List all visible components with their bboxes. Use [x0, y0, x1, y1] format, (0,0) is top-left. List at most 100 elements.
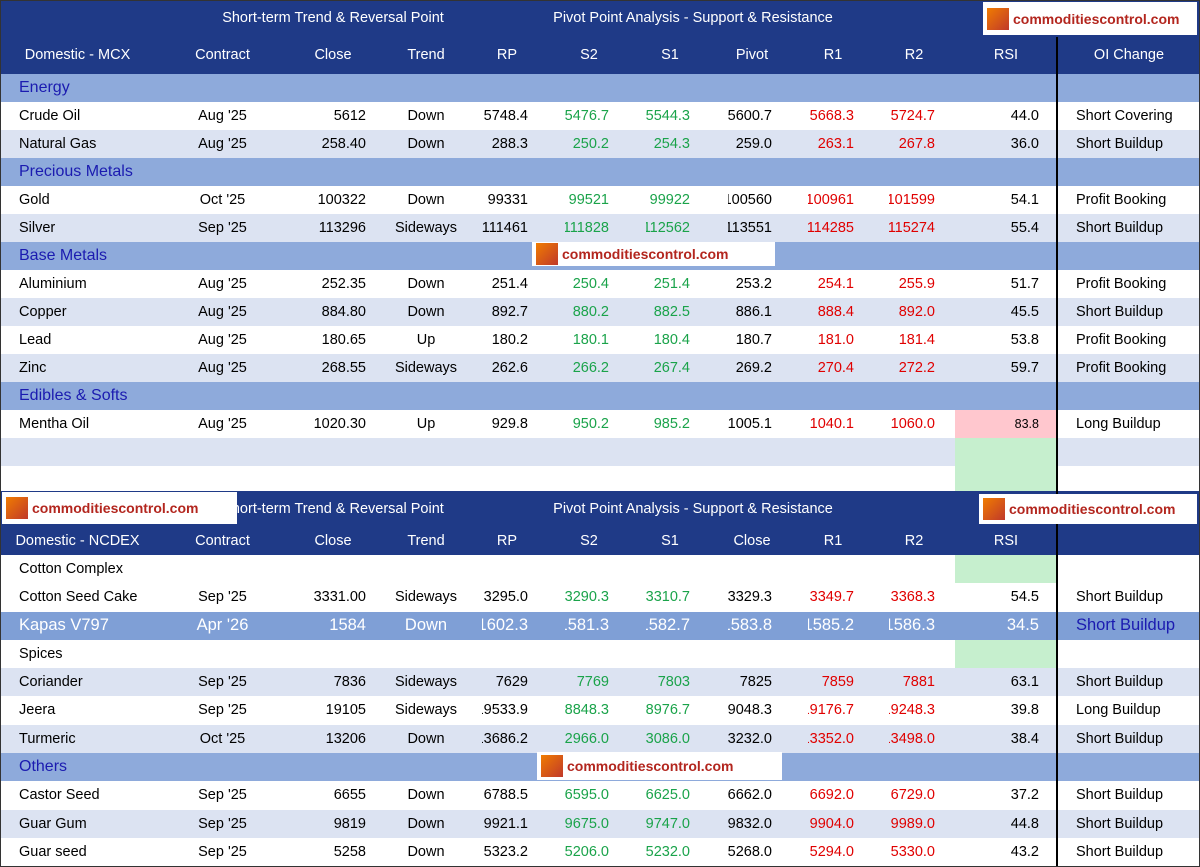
logo-icon	[987, 7, 1009, 30]
cell-value: 263.1	[817, 135, 854, 152]
cell-value: 6595.0	[565, 787, 609, 804]
cell-value: 5600.7	[728, 107, 772, 124]
cell-value: 250.2	[572, 135, 609, 152]
row-name: Coriander	[19, 674, 83, 691]
cell-value: 251.4	[491, 275, 528, 292]
cell-value: 5232.0	[646, 843, 690, 860]
data-row	[0, 354, 1200, 382]
blank-row	[1058, 438, 1200, 466]
cell-value: Sideways	[394, 359, 458, 376]
column-header: S1	[661, 47, 679, 64]
logo-text: commoditiescontrol.com	[567, 758, 734, 774]
data-row	[0, 724, 1200, 754]
row-name: Zinc	[19, 359, 47, 376]
cell-value: 3368.3	[890, 589, 935, 606]
cell-value: Down	[407, 135, 445, 152]
cell-value: Sep '25	[198, 219, 247, 236]
cell-value: 99331	[487, 191, 528, 208]
cell-value: 251.4	[653, 275, 690, 292]
cell-value: 55.4	[1010, 219, 1039, 236]
cell-value: Sep '25	[198, 702, 247, 719]
cell-value: 180.2	[491, 331, 528, 348]
cell-value: 13686.2	[482, 730, 528, 747]
cell-value: 9904.0	[809, 815, 854, 832]
cell-value: 1005.1	[728, 415, 772, 432]
cell-value: 255.9	[898, 275, 935, 292]
category-label: Precious Metals	[19, 163, 133, 180]
cell-value: 13498.0	[889, 730, 935, 747]
data-row	[0, 583, 1200, 612]
cell-value: Long Buildup	[1076, 415, 1161, 432]
blank-row	[0, 438, 955, 466]
cell-value: 9819	[333, 815, 366, 832]
column-header: R1	[823, 533, 843, 550]
row-name: Natural Gas	[19, 135, 97, 152]
cell-value: Up	[416, 415, 436, 432]
logo-text: commoditiescontrol.com	[562, 246, 729, 262]
cell-value: 270.4	[817, 359, 854, 376]
cell-value: 1602.3	[482, 616, 528, 635]
cell-value: 115274	[889, 219, 935, 236]
cell-value: 267.4	[653, 359, 690, 376]
cell-value: Down	[407, 843, 445, 860]
cell-value: 13232.0	[728, 730, 772, 747]
subhead-label: Cotton Complex	[19, 560, 123, 577]
cell-value: Short Buildup	[1076, 815, 1164, 832]
cell-value: Profit Booking	[1076, 191, 1167, 208]
cell-value: 6625.0	[646, 787, 690, 804]
cell-value: 51.7	[1010, 275, 1039, 292]
cell-value: Short Buildup	[1076, 674, 1164, 691]
cell-value: 54.5	[1010, 589, 1039, 606]
logo-text: commoditiescontrol.com	[1013, 10, 1180, 27]
cell-value: 268.55	[321, 359, 366, 376]
data-row	[0, 838, 1200, 867]
cell-value: 6662.0	[728, 787, 772, 804]
column-header: Domestic - MCX	[24, 47, 131, 64]
cell-value: 100322	[317, 191, 366, 208]
cell-value: 1581.3	[565, 616, 609, 635]
column-header: Close	[733, 533, 771, 550]
logo-text: commoditiescontrol.com	[1009, 501, 1176, 517]
row-name: Gold	[19, 191, 50, 208]
cell-value: 1583.8	[728, 616, 772, 635]
column-header: RSI	[993, 47, 1019, 64]
cell-value: 288.3	[491, 135, 528, 152]
cell-value: 6692.0	[809, 787, 854, 804]
cell-value: Down	[407, 303, 445, 320]
section-title: Short-term Trend & Reversal Point	[222, 501, 444, 518]
row-name: Turmeric	[19, 730, 76, 747]
cell-value: 267.8	[898, 135, 935, 152]
data-row	[0, 781, 1200, 810]
column-header: S2	[580, 533, 598, 550]
cell-value: Aug '25	[198, 303, 247, 320]
cell-value: Aug '25	[198, 415, 247, 432]
cell-value: 7769	[576, 674, 609, 691]
cell-value: 5268.0	[728, 843, 772, 860]
cell-value: 19248.3	[889, 702, 935, 719]
cell-value: 3290.3	[565, 589, 609, 606]
cell-value: 45.5	[1010, 303, 1039, 320]
cell-value: 5544.3	[646, 107, 690, 124]
cell-value: Down	[407, 107, 445, 124]
cell-value: 63.1	[1010, 674, 1039, 691]
cell-value: 19176.7	[808, 702, 854, 719]
column-header: Trend	[407, 533, 445, 550]
cell-value: 882.5	[653, 303, 690, 320]
rsi-cell	[955, 639, 1057, 669]
data-row	[0, 186, 1200, 214]
cell-value: 9921.1	[483, 815, 528, 832]
cell-value: Aug '25	[198, 331, 247, 348]
cell-value: 1585.2	[808, 616, 854, 635]
cell-value: 99521	[568, 191, 609, 208]
cell-value: 254.1	[817, 275, 854, 292]
cell-value: 180.4	[653, 331, 690, 348]
logo-icon	[541, 755, 563, 777]
logo-icon	[6, 497, 28, 519]
cell-value: 3310.7	[646, 589, 690, 606]
cell-value: Short Covering	[1076, 107, 1173, 124]
cell-value: 892.0	[898, 303, 935, 320]
cell-value: 266.2	[572, 359, 609, 376]
column-header: RSI	[993, 533, 1019, 550]
cell-value: 880.2	[572, 303, 609, 320]
